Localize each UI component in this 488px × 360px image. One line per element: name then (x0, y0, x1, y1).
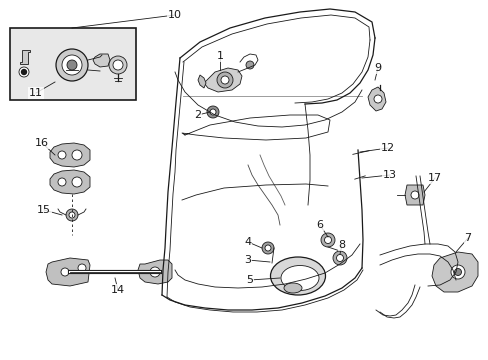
Text: 4: 4 (244, 237, 251, 247)
Text: 13: 13 (382, 170, 396, 180)
Polygon shape (93, 54, 110, 67)
Text: 5: 5 (246, 275, 253, 285)
Polygon shape (20, 50, 30, 64)
Polygon shape (46, 258, 90, 286)
Text: 12: 12 (380, 143, 394, 153)
Circle shape (61, 268, 69, 276)
Circle shape (245, 61, 253, 69)
Circle shape (217, 72, 232, 88)
Circle shape (206, 106, 219, 118)
Text: 17: 17 (427, 173, 441, 183)
Circle shape (410, 191, 418, 199)
Circle shape (320, 233, 334, 247)
Circle shape (72, 150, 82, 160)
Text: 1: 1 (216, 51, 223, 61)
Text: 9: 9 (374, 63, 381, 73)
Circle shape (58, 178, 66, 186)
Circle shape (56, 49, 88, 81)
Circle shape (21, 69, 26, 75)
Text: 11: 11 (29, 88, 43, 98)
Polygon shape (431, 252, 477, 292)
Circle shape (66, 209, 78, 221)
Text: 14: 14 (111, 285, 125, 295)
Polygon shape (138, 260, 172, 284)
Polygon shape (50, 143, 90, 167)
Polygon shape (203, 68, 242, 92)
Circle shape (221, 76, 228, 84)
Text: 3: 3 (244, 255, 251, 265)
Text: 7: 7 (464, 233, 470, 243)
Circle shape (336, 255, 343, 261)
Circle shape (450, 265, 464, 279)
Circle shape (262, 242, 273, 254)
Circle shape (78, 264, 86, 272)
Ellipse shape (281, 266, 318, 291)
Circle shape (67, 60, 77, 70)
Polygon shape (198, 75, 205, 88)
Circle shape (58, 151, 66, 159)
Circle shape (62, 55, 82, 75)
Text: 15: 15 (37, 205, 51, 215)
Circle shape (69, 212, 75, 218)
Text: 6: 6 (316, 220, 323, 230)
Circle shape (373, 95, 381, 103)
Ellipse shape (270, 257, 325, 295)
Ellipse shape (58, 264, 82, 280)
Circle shape (72, 177, 82, 187)
Circle shape (109, 56, 127, 74)
Circle shape (453, 269, 461, 275)
Bar (10, 28, 136, 100)
Circle shape (113, 60, 123, 70)
Circle shape (209, 109, 216, 115)
Text: 10: 10 (168, 10, 182, 20)
Text: 16: 16 (35, 138, 49, 148)
Circle shape (264, 245, 270, 251)
Circle shape (332, 251, 346, 265)
Text: 8: 8 (338, 240, 345, 250)
Circle shape (150, 267, 160, 277)
Polygon shape (404, 185, 424, 205)
Polygon shape (50, 170, 90, 194)
Ellipse shape (284, 283, 302, 293)
Circle shape (324, 237, 331, 243)
Circle shape (19, 67, 29, 77)
Circle shape (65, 267, 75, 277)
Text: 2: 2 (194, 110, 201, 120)
Polygon shape (367, 87, 385, 111)
